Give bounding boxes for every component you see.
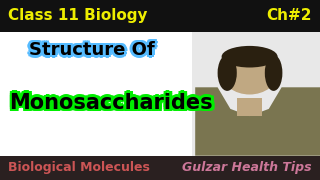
Text: Structure Of: Structure Of	[32, 41, 157, 59]
Text: Structure Of: Structure Of	[26, 41, 152, 59]
Text: Ch#2: Ch#2	[267, 8, 312, 23]
Text: Structure Of: Structure Of	[29, 39, 155, 57]
Text: Monosaccharides: Monosaccharides	[7, 95, 211, 115]
FancyBboxPatch shape	[0, 0, 320, 31]
Text: Structure Of: Structure Of	[29, 44, 155, 62]
Text: Structure Of: Structure Of	[29, 41, 155, 59]
FancyBboxPatch shape	[192, 31, 320, 156]
Text: Monosaccharides: Monosaccharides	[12, 91, 215, 111]
FancyBboxPatch shape	[0, 156, 320, 180]
Text: Monosaccharides: Monosaccharides	[10, 90, 213, 110]
Text: Structure Of: Structure Of	[27, 44, 152, 62]
Text: Monosaccharides: Monosaccharides	[10, 93, 213, 113]
Text: Structure Of: Structure Of	[31, 39, 156, 57]
Ellipse shape	[222, 46, 278, 68]
Text: Monosaccharides: Monosaccharides	[12, 93, 216, 113]
Text: Monosaccharides: Monosaccharides	[12, 95, 215, 115]
Text: Class 11 Biology: Class 11 Biology	[8, 8, 148, 23]
Text: Monosaccharides: Monosaccharides	[7, 93, 211, 113]
Polygon shape	[195, 87, 320, 156]
Text: Structure Of: Structure Of	[27, 39, 152, 57]
Text: Biological Molecules: Biological Molecules	[8, 161, 150, 174]
FancyBboxPatch shape	[237, 98, 262, 116]
Ellipse shape	[222, 51, 278, 94]
Text: Gulzar Health Tips: Gulzar Health Tips	[182, 161, 312, 174]
Ellipse shape	[265, 55, 283, 91]
Text: Structure Of: Structure Of	[31, 44, 156, 62]
Text: Monosaccharides: Monosaccharides	[7, 91, 211, 111]
Text: Monosaccharides: Monosaccharides	[10, 95, 213, 115]
FancyBboxPatch shape	[0, 31, 320, 156]
Ellipse shape	[218, 55, 237, 91]
